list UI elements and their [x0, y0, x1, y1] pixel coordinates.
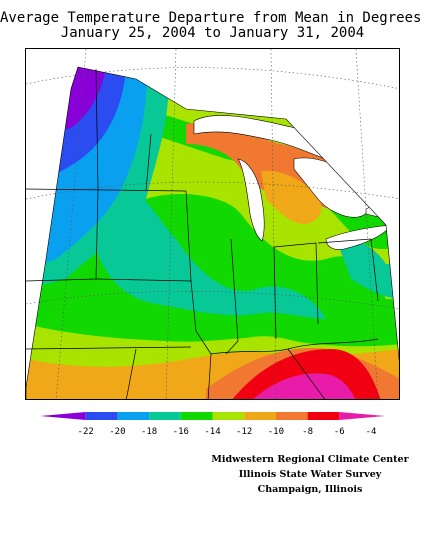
legend-tick-label: -20 [109, 427, 126, 437]
legend-bin [40, 412, 86, 420]
map-title: Average Temperature Departure from Mean … [0, 10, 425, 26]
credit-survey: Illinois State Water Survey [238, 469, 382, 480]
legend-bin [212, 412, 245, 420]
legend-bin [117, 412, 150, 420]
legend-tick-label: -16 [172, 427, 189, 437]
lake-erie [325, 224, 392, 250]
legend-bin [180, 412, 213, 420]
legend-bin [85, 412, 118, 420]
legend-tick-label: -18 [140, 427, 158, 437]
legend-bin [339, 412, 385, 420]
legend-tick-label: -8 [302, 427, 314, 437]
data-boundary [26, 66, 399, 399]
legend-bin [149, 412, 181, 420]
legend-tick-label: -10 [267, 427, 285, 437]
legend-tick-label: -4 [365, 427, 377, 437]
legend-bin [244, 412, 276, 420]
legend-tick-label: -22 [77, 427, 94, 437]
credit-location: Champaign, Illinois [257, 484, 363, 495]
map-date-range: January 25, 2004 to January 31, 2004 [60, 25, 365, 41]
temperature-departure-map [25, 48, 400, 400]
state-boundaries [26, 68, 379, 399]
legend-tick-label: -14 [204, 427, 221, 437]
legend-bin [307, 412, 340, 420]
lake-michigan [237, 158, 265, 242]
legend-tick-label: -6 [333, 427, 345, 437]
legend-bin [275, 412, 308, 420]
legend-tick-label: -12 [236, 427, 253, 437]
graticule [26, 49, 399, 399]
credit-center: Midwestern Regional Climate Center [211, 454, 409, 465]
color-legend [40, 412, 385, 420]
